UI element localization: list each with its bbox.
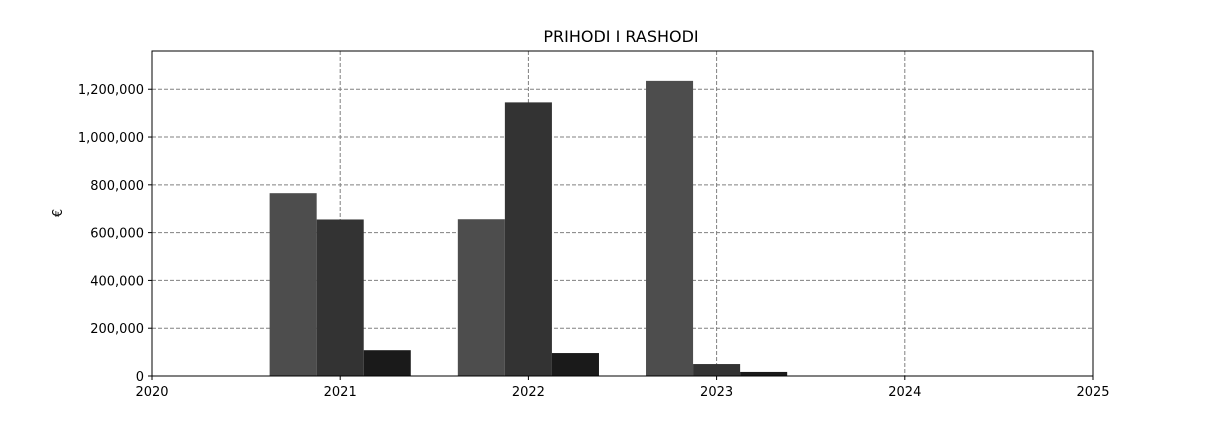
y-axis-label: € <box>51 209 66 217</box>
x-tick-label: 2025 <box>1076 385 1109 400</box>
bar-series-3-2022 <box>551 353 599 376</box>
y-tick-label: 1,000,000 <box>78 131 144 146</box>
y-tick-label: 600,000 <box>90 227 144 242</box>
bar-series-2-2023 <box>693 364 741 376</box>
plot-frame <box>151 50 1094 377</box>
bar-series-1-2021 <box>269 193 317 376</box>
y-tick-label: 0 <box>136 370 144 385</box>
bars <box>269 80 788 377</box>
bar-series-2-2021 <box>316 219 364 376</box>
bar-series-1-2022 <box>457 219 505 376</box>
y-tick-label: 1,200,000 <box>78 83 144 98</box>
bar-series-2-2022 <box>504 102 552 377</box>
x-tick-label: 2023 <box>700 385 733 400</box>
bar-series-3-2021 <box>363 350 411 376</box>
x-axis: 2020 2021 2022 2023 2024 2025 <box>135 376 1110 400</box>
x-tick-label: 2021 <box>324 385 357 400</box>
bar-series-1-2023 <box>646 80 694 376</box>
y-tick-label: 200,000 <box>90 322 144 337</box>
y-tick-label: 400,000 <box>90 274 144 289</box>
bar-series-3-2023 <box>740 371 788 376</box>
y-axis: 0 200,000 400,000 600,000 800,000 1,000,000 1,… <box>78 83 152 385</box>
y-tick-label: 800,000 <box>90 179 144 194</box>
chart-title: PRIHODI I RASHODI <box>543 27 698 46</box>
x-tick-label: 2024 <box>888 385 921 400</box>
x-tick-label: 2022 <box>512 385 545 400</box>
x-tick-label: 2020 <box>135 385 168 400</box>
